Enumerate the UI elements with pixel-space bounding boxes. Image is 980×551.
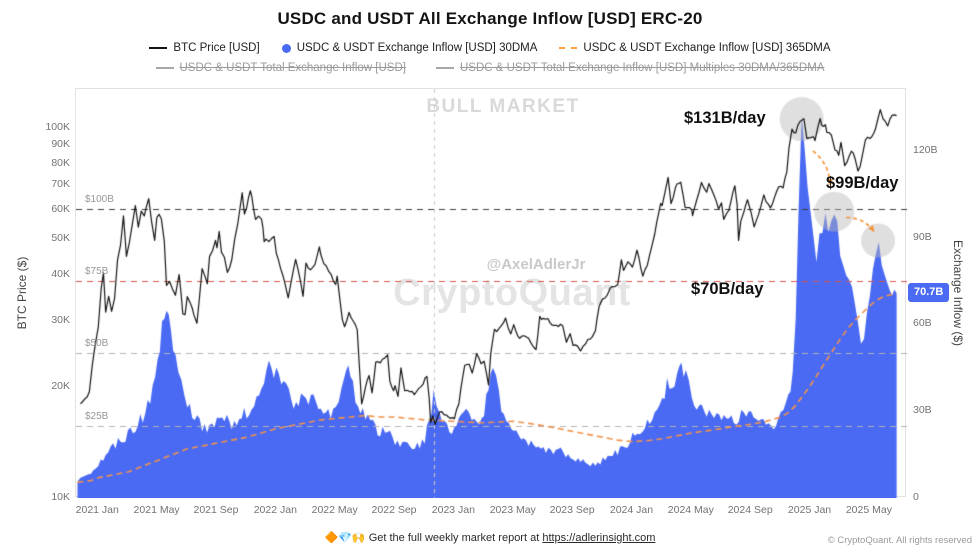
legend-row-2: USDC & USDT Total Exchange Inflow [USD] …: [0, 62, 980, 74]
line-swatch-icon: [435, 67, 454, 69]
ref-line-label: $75B: [85, 266, 109, 278]
chart-annotation: $131B/day: [684, 109, 766, 127]
chart-annotation: $99B/day: [826, 174, 899, 192]
dot-swatch-icon: [281, 43, 291, 53]
x-tick-label: 2024 Sep: [727, 504, 773, 516]
y-tick-label-left: 100K: [45, 121, 70, 134]
y-tick-label-right: 120B: [913, 143, 938, 156]
x-tick-label: 2023 May: [489, 504, 536, 516]
y-tick-label-left: 20K: [51, 379, 70, 392]
left-axis-title: BTC Price ($): [15, 256, 29, 330]
x-tick-label: 2021 May: [133, 504, 180, 516]
y-tick-label-right: 0: [913, 491, 919, 503]
y-tick-label-left: 10K: [51, 491, 70, 503]
chart-canvas[interactable]: [76, 89, 907, 498]
y-tick-label-left: 90K: [51, 137, 70, 150]
y-tick-label-left: 50K: [51, 232, 70, 245]
ref-line-label: $25B: [85, 410, 109, 422]
line-swatch-icon: [155, 67, 174, 69]
y-tick-label-left: 40K: [51, 268, 70, 281]
legend-item-inflow-30dma[interactable]: USDC & USDT Exchange Inflow [USD] 30DMA: [281, 42, 538, 54]
y-tick-label-left: 30K: [51, 314, 70, 327]
legend-label: BTC Price [USD]: [173, 42, 260, 54]
y-tick-label-right: 90B: [913, 230, 932, 243]
x-tick-label: 2023 Sep: [549, 504, 595, 516]
x-tick-label: 2024 May: [667, 504, 714, 516]
legend-item-total-inflow-disabled[interactable]: USDC & USDT Total Exchange Inflow [USD]: [155, 62, 406, 74]
x-tick-label: 2025 May: [845, 504, 892, 516]
y-tick-label-right: 60B: [913, 317, 932, 330]
dash-swatch-icon: [559, 47, 578, 49]
footer-icons: 🔶💎🙌: [324, 532, 366, 544]
legend-row-1: BTC Price [USD] USDC & USDT Exchange Inf…: [0, 42, 980, 54]
legend-item-btc-price[interactable]: BTC Price [USD]: [149, 42, 260, 54]
ref-line-label: $50B: [85, 338, 109, 350]
x-tick-label: 2022 Jan: [253, 504, 297, 516]
y-tick-label-left: 70K: [51, 178, 70, 191]
footer-report: 🔶💎🙌 Get the full weekly market report at…: [0, 531, 980, 544]
plot-area: [75, 88, 907, 498]
footer-copyright: © CryptoQuant. All rights reserved: [827, 535, 972, 546]
y-tick-label-right: 30B: [913, 404, 932, 417]
right-axis-title: Exchange Inflow ($): [951, 239, 965, 347]
ref-line-label: $100B: [85, 193, 114, 205]
report-link[interactable]: https://adlerinsight.com: [542, 532, 656, 544]
chart-annotation: $70B/day: [691, 280, 764, 298]
x-tick-label: 2022 May: [311, 504, 358, 516]
y-tick-label-left: 80K: [51, 156, 70, 169]
legend-label: USDC & USDT Total Exchange Inflow [USD]: [179, 62, 406, 74]
x-tick-label: 2023 Jan: [431, 504, 475, 516]
x-tick-label: 2021 Jan: [75, 504, 119, 516]
y-tick-label-left: 60K: [51, 203, 70, 216]
legend-item-inflow-365dma[interactable]: USDC & USDT Exchange Inflow [USD] 365DMA: [559, 42, 831, 54]
x-tick-label: 2024 Jan: [609, 504, 654, 516]
footer-report-text: Get the full weekly market report at: [368, 532, 540, 544]
x-tick-label: 2022 Sep: [371, 504, 417, 516]
current-value-badge: 70.7B: [908, 282, 950, 302]
legend-item-total-inflow-multiples-disabled[interactable]: USDC & USDT Total Exchange Inflow [USD] …: [435, 62, 825, 74]
legend-label: USDC & USDT Total Exchange Inflow [USD] …: [459, 62, 825, 74]
x-tick-label: 2025 Jan: [787, 504, 832, 516]
chart-title: USDC and USDT All Exchange Inflow [USD] …: [277, 9, 703, 28]
x-tick-label: 2021 Sep: [193, 504, 239, 516]
legend-label: USDC & USDT Exchange Inflow [USD] 30DMA: [296, 42, 538, 54]
line-swatch-icon: [149, 47, 168, 49]
legend-label: USDC & USDT Exchange Inflow [USD] 365DMA: [583, 42, 831, 54]
